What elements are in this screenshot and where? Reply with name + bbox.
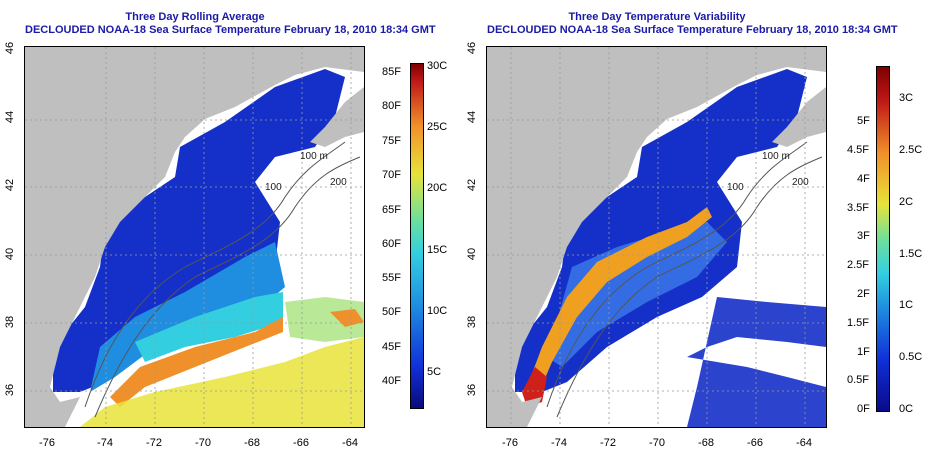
right-lon-72: -72 (600, 437, 616, 449)
left-sst-green-patches (285, 297, 364, 342)
right-lon-66: -66 (747, 437, 763, 449)
right-cb-5f: 5F (857, 115, 870, 127)
left-sst-orange-patch (330, 309, 364, 327)
right-lon-74: -74 (551, 437, 567, 449)
left-cb-85f: 85F (382, 66, 401, 78)
right-cb-1f: 1F (857, 346, 870, 358)
right-contour-label-100m: 100 m (762, 151, 790, 162)
left-sst-yellow-field (80, 337, 364, 427)
right-lat-42: 42 (466, 178, 478, 192)
left-lat-36: 36 (4, 383, 16, 397)
right-cb-0-5c: 0.5C (899, 351, 923, 363)
right-title: Three Day Temperature Variability DECLOU… (487, 11, 898, 37)
left-lat-44: 44 (4, 110, 16, 124)
left-map-svg: 100 m 100 200 (25, 47, 364, 427)
right-grid (487, 47, 826, 427)
right-land (487, 47, 826, 427)
left-land-novascotia (310, 87, 364, 147)
left-cb-45f: 45F (382, 341, 401, 353)
left-contour-label-100: 100 (265, 182, 282, 193)
right-cb-2f: 2F (857, 288, 870, 300)
left-contour-label-100m: 100 m (300, 151, 328, 162)
left-sst-warm-band (110, 317, 283, 407)
left-lat-40: 40 (4, 247, 16, 261)
right-var-mid-field (547, 222, 727, 367)
left-colorbar (410, 63, 424, 409)
right-title-line1: Three Day Temperature Variability (568, 11, 746, 23)
left-cb-60f: 60F (382, 238, 401, 250)
right-contour-label-200: 200 (792, 177, 809, 188)
right-var-offshore-patches (687, 297, 826, 427)
right-cb-1c: 1C (899, 299, 914, 311)
right-cb-3c: 3C (899, 92, 914, 104)
right-lat-36: 36 (466, 383, 478, 397)
left-contour-100m (84, 141, 346, 408)
right-lat-44: 44 (466, 110, 478, 124)
right-contour-200m (556, 156, 823, 418)
left-contour-200m (94, 156, 361, 418)
right-lon-70: -70 (649, 437, 665, 449)
right-cb-0-5f: 0.5F (847, 374, 870, 386)
right-cb-1-5f: 1.5F (847, 317, 870, 329)
right-var-hot-spot (522, 367, 547, 407)
left-cb-20c: 20C (427, 182, 448, 194)
left-lat-46: 46 (4, 41, 16, 55)
left-lon-66: -66 (293, 437, 309, 449)
left-lon-68: -68 (244, 437, 260, 449)
left-lon-76: -76 (39, 437, 55, 449)
left-title-line1: Three Day Rolling Average (125, 11, 265, 23)
right-lon-76: -76 (502, 437, 518, 449)
right-lon-64: -64 (796, 437, 812, 449)
left-cb-80f: 80F (382, 100, 401, 112)
right-contour-label-100: 100 (727, 182, 744, 193)
right-lat-40: 40 (466, 247, 478, 261)
right-var-shelf-break-band (527, 207, 712, 397)
left-cb-70f: 70F (382, 169, 401, 181)
right-cb-3f: 3F (857, 230, 870, 242)
right-cb-1-5c: 1.5C (899, 248, 923, 260)
left-lon-72: -72 (146, 437, 162, 449)
left-sst-cold-field (53, 69, 345, 392)
right-cb-2c: 2C (899, 196, 914, 208)
left-lon-70: -70 (195, 437, 211, 449)
left-grid (25, 47, 364, 427)
right-map: 100 m 100 200 (486, 46, 827, 428)
left-sst-cyan-field (135, 292, 283, 362)
right-land-novascotia (772, 87, 826, 147)
right-colorbar (876, 66, 890, 412)
left-cb-75f: 75F (382, 135, 401, 147)
right-cb-2-5c: 2.5C (899, 144, 923, 156)
left-cb-65f: 65F (382, 204, 401, 216)
left-contour-label-200: 200 (330, 177, 347, 188)
right-cb-4f: 4F (857, 173, 870, 185)
right-lon-68: -68 (698, 437, 714, 449)
left-lon-64: -64 (342, 437, 358, 449)
right-lat-46: 46 (466, 41, 478, 55)
right-cb-2-5f: 2.5F (847, 259, 870, 271)
left-lat-38: 38 (4, 315, 16, 329)
left-cb-10c: 10C (427, 305, 448, 317)
left-map: 100 m 100 200 (24, 46, 365, 428)
right-cb-0f: 0F (857, 403, 870, 415)
left-cb-5c: 5C (427, 366, 442, 378)
right-map-svg: 100 m 100 200 (487, 47, 826, 427)
left-cb-55f: 55F (382, 272, 401, 284)
right-cb-4-5f: 4.5F (847, 144, 870, 156)
left-title-line2: DECLOUDED NOAA-18 Sea Surface Temperatur… (25, 24, 436, 36)
right-title-line2: DECLOUDED NOAA-18 Sea Surface Temperatur… (487, 24, 898, 36)
left-lon-74: -74 (97, 437, 113, 449)
right-lat-38: 38 (466, 315, 478, 329)
right-cb-0c: 0C (899, 403, 914, 415)
right-cb-3-5f: 3.5F (847, 202, 870, 214)
left-cb-40f: 40F (382, 375, 401, 387)
left-sst-mid-field (90, 242, 285, 392)
left-land (25, 47, 364, 427)
left-cb-15c: 15C (427, 244, 448, 256)
left-cb-50f: 50F (382, 306, 401, 318)
left-cb-25c: 25C (427, 121, 448, 133)
left-title: Three Day Rolling Average DECLOUDED NOAA… (25, 11, 436, 37)
right-contour-100m (546, 141, 808, 408)
left-lat-42: 42 (4, 178, 16, 192)
left-cb-30c: 30C (427, 60, 448, 72)
